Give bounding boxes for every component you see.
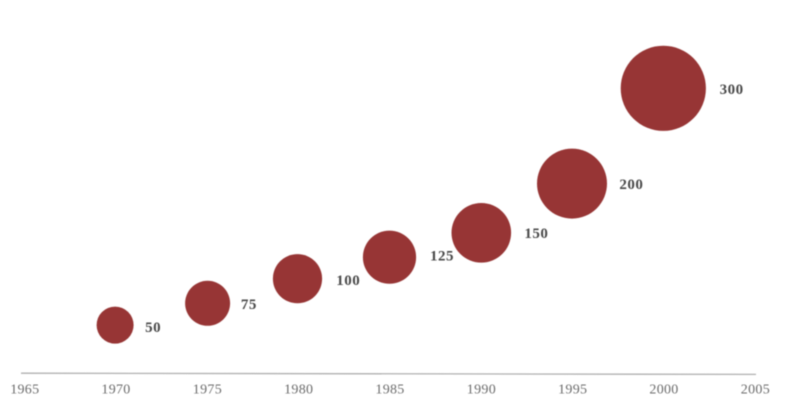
svg-text:300: 300: [720, 82, 744, 98]
svg-text:2005: 2005: [741, 383, 770, 398]
svg-text:100: 100: [336, 273, 360, 289]
svg-text:1970: 1970: [101, 383, 130, 398]
svg-text:200: 200: [619, 177, 643, 193]
svg-text:75: 75: [241, 297, 257, 313]
svg-text:150: 150: [524, 226, 548, 242]
svg-text:1975: 1975: [193, 383, 222, 398]
svg-text:1965: 1965: [10, 383, 39, 398]
svg-text:50: 50: [145, 320, 161, 336]
svg-text:1985: 1985: [375, 383, 404, 398]
svg-text:1980: 1980: [284, 383, 313, 398]
svg-text:125: 125: [430, 249, 454, 265]
svg-text:2000: 2000: [649, 383, 678, 398]
svg-text:1995: 1995: [558, 383, 587, 398]
svg-text:1990: 1990: [467, 383, 496, 398]
